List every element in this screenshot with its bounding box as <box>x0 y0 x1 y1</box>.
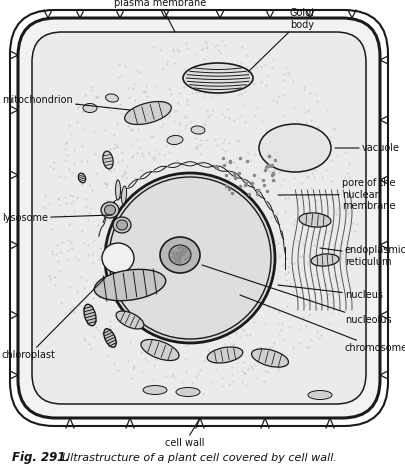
Ellipse shape <box>183 63 252 93</box>
Text: nucleolus: nucleolus <box>202 265 391 325</box>
Ellipse shape <box>141 340 179 361</box>
Text: pore of the
nuclear
membrane: pore of the nuclear membrane <box>277 178 394 211</box>
Text: chloroplast: chloroplast <box>2 278 105 360</box>
Text: mitochondrion: mitochondrion <box>2 95 130 110</box>
Text: Golgi
body: Golgi body <box>247 8 314 72</box>
Text: endoplasmic
reticulum: endoplasmic reticulum <box>319 245 405 266</box>
Ellipse shape <box>251 349 288 367</box>
Ellipse shape <box>124 102 171 124</box>
Ellipse shape <box>160 237 200 273</box>
Ellipse shape <box>258 124 330 172</box>
Ellipse shape <box>104 329 116 347</box>
Text: lysosome: lysosome <box>2 213 112 223</box>
Ellipse shape <box>116 220 127 230</box>
Ellipse shape <box>307 390 331 399</box>
Text: Fig. 291.: Fig. 291. <box>12 452 70 465</box>
Ellipse shape <box>83 104 97 113</box>
Ellipse shape <box>113 217 131 233</box>
Ellipse shape <box>190 126 205 134</box>
Ellipse shape <box>78 173 85 183</box>
Ellipse shape <box>101 202 119 218</box>
Ellipse shape <box>115 180 120 200</box>
Ellipse shape <box>105 173 274 343</box>
Ellipse shape <box>166 135 183 144</box>
Ellipse shape <box>109 177 270 339</box>
Ellipse shape <box>298 213 330 227</box>
Text: nucleus: nucleus <box>277 285 382 300</box>
Ellipse shape <box>207 347 242 363</box>
Ellipse shape <box>104 205 115 215</box>
Ellipse shape <box>84 304 96 326</box>
Text: vacuole: vacuole <box>334 143 399 153</box>
Ellipse shape <box>105 94 118 102</box>
Ellipse shape <box>143 386 166 395</box>
Text: chromosome: chromosome <box>239 295 405 353</box>
Text: plasma membrane: plasma membrane <box>113 0 206 32</box>
FancyBboxPatch shape <box>32 32 365 404</box>
Ellipse shape <box>310 254 338 266</box>
Ellipse shape <box>175 388 200 397</box>
Ellipse shape <box>102 243 134 273</box>
Ellipse shape <box>121 186 126 204</box>
Text: Ultrastructure of a plant cell covered by cell wall.: Ultrastructure of a plant cell covered b… <box>62 453 336 463</box>
Ellipse shape <box>94 269 165 301</box>
Ellipse shape <box>168 245 190 265</box>
FancyBboxPatch shape <box>18 18 379 418</box>
Ellipse shape <box>102 151 113 169</box>
Text: cell wall: cell wall <box>165 418 204 448</box>
Ellipse shape <box>116 311 143 329</box>
